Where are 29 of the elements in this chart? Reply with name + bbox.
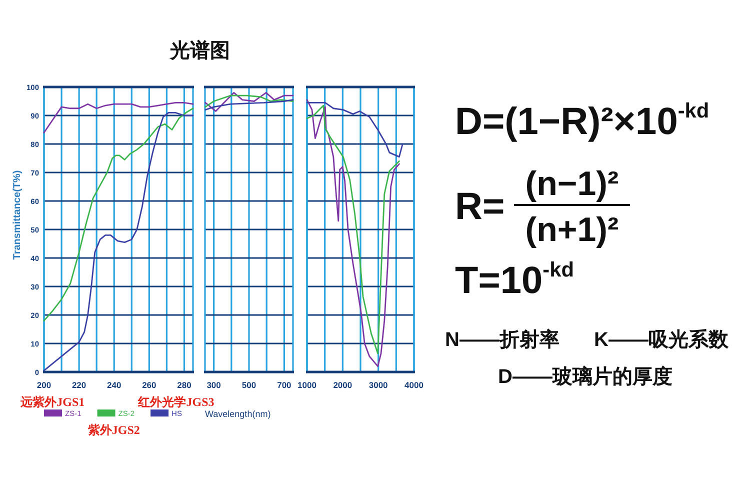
x-tick-label: 220 bbox=[72, 380, 86, 390]
text: (n+1)² bbox=[524, 211, 620, 250]
text: R= bbox=[455, 186, 505, 228]
line-series bbox=[43, 112, 194, 372]
x-tick-label: 1000 bbox=[298, 380, 317, 390]
x-tick-label: 300 bbox=[206, 380, 222, 390]
x-tick-label: 4000 bbox=[404, 380, 424, 390]
line-series bbox=[43, 102, 194, 134]
x-tick-label: 280 bbox=[177, 380, 192, 390]
text: D——玻璃片的厚度 bbox=[498, 366, 672, 388]
text: T=10$^{-kd}$ bbox=[455, 258, 574, 302]
text: (n−1)² bbox=[514, 165, 630, 206]
line-series bbox=[43, 108, 194, 322]
text: K——吸光系数 bbox=[594, 329, 728, 352]
y-axis-title: Transmittance(T%) bbox=[12, 170, 23, 260]
x-tick-label: 700 bbox=[277, 380, 292, 390]
text: 红外光学JGS3 bbox=[137, 395, 214, 409]
chart-title: 光谱图 bbox=[169, 39, 230, 62]
x-tick-label: 200 bbox=[36, 380, 52, 390]
x-tick-label: 500 bbox=[242, 380, 256, 390]
text: 紫外JGS2 bbox=[86, 423, 140, 437]
x-tick-label: 3000 bbox=[368, 380, 388, 390]
x-axis-title: Wavelength(nm) bbox=[205, 409, 271, 419]
x-tick-label: 260 bbox=[142, 380, 157, 390]
text: 远紫外JGS1 bbox=[20, 395, 85, 409]
x-tick-label: 2000 bbox=[333, 380, 352, 390]
text: D=(1−R)²×10$^{-kd}$ bbox=[455, 100, 710, 144]
x-tick-label: 240 bbox=[107, 380, 122, 390]
text: N——折射率 bbox=[445, 329, 560, 352]
